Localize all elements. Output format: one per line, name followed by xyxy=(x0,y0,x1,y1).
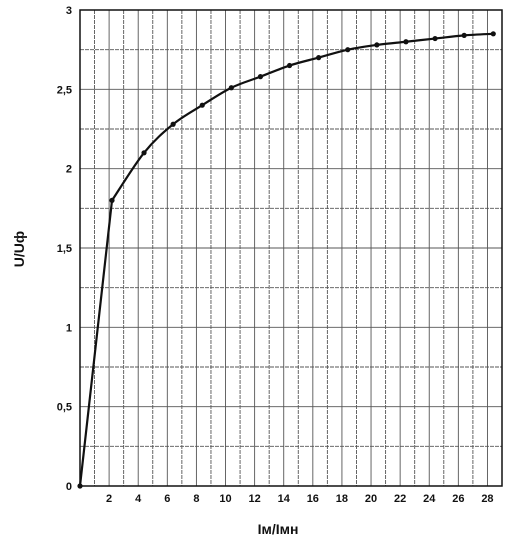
x-tick-label: 2 xyxy=(106,493,112,505)
x-tick-label: 20 xyxy=(365,493,377,505)
y-axis-label: U/Uф xyxy=(11,231,27,267)
x-tick-label: 8 xyxy=(193,493,199,505)
y-tick-label: 3 xyxy=(66,5,72,17)
data-point xyxy=(170,121,176,127)
data-point xyxy=(316,55,322,61)
data-point xyxy=(403,39,409,45)
x-tick-label: 12 xyxy=(248,493,260,505)
y-tick-label: 1,5 xyxy=(57,243,72,255)
x-tick-label: 26 xyxy=(452,493,464,505)
y-tick-label: 2,5 xyxy=(57,84,72,96)
x-tick-label: 14 xyxy=(278,493,291,505)
x-tick-label: 22 xyxy=(394,493,406,505)
plot-frame xyxy=(79,9,503,487)
data-point xyxy=(490,31,496,37)
x-tick-label: 4 xyxy=(135,493,142,505)
x-tick-label: 28 xyxy=(481,493,493,505)
data-point xyxy=(141,150,147,156)
x-tick-label: 16 xyxy=(307,493,319,505)
y-tick-label: 0,5 xyxy=(57,402,72,414)
grid xyxy=(80,10,502,486)
x-tick-label: 10 xyxy=(219,493,231,505)
data-point xyxy=(109,197,115,203)
data-point xyxy=(286,62,293,69)
y-tick-label: 1 xyxy=(66,322,72,334)
x-tick-label: 24 xyxy=(423,493,436,505)
data-point xyxy=(199,102,205,108)
x-axis-label: Iм/Iмн xyxy=(258,521,299,537)
y-tick-label: 0 xyxy=(66,481,72,493)
data-point xyxy=(374,42,380,48)
data-point xyxy=(228,85,234,91)
x-tick-label: 6 xyxy=(164,493,170,505)
data-point xyxy=(257,74,264,80)
x-tick-label: 18 xyxy=(336,493,348,505)
data-point xyxy=(345,47,351,53)
y-tick-label: 2 xyxy=(66,164,72,176)
data-point xyxy=(461,32,467,38)
series xyxy=(77,31,496,489)
data-point xyxy=(432,35,438,42)
